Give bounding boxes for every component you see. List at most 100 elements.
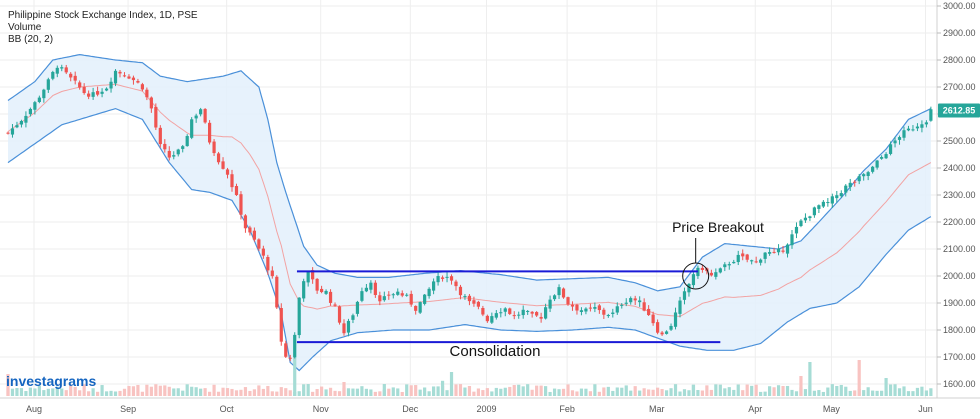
volume-bar [60,388,64,396]
candle-body [194,115,198,119]
volume-bar [320,386,324,396]
volume-bar [768,386,772,396]
candle-body [678,300,682,314]
volume-bar [620,387,624,396]
candle-body [915,126,920,129]
volume-bar [270,391,274,396]
candle-body [763,252,767,259]
volume-bar [660,389,664,396]
volume-bar [172,388,176,396]
candle-body [400,293,404,296]
volume-bar [673,384,678,396]
volume-bar [517,384,521,396]
volume-bar [875,390,879,396]
candle-body [839,193,843,197]
time-tick-label: Mar [649,404,665,414]
candle-body [252,230,256,240]
volume-bar [785,385,790,396]
volume-bar [414,385,418,396]
volume-bar [378,391,382,396]
candle-body [351,315,355,320]
candle-body [803,217,808,221]
candle-body [812,207,816,216]
candle-body [436,276,440,283]
candle-body [337,306,342,323]
candle-body [243,215,248,229]
volume-bar [776,385,781,396]
candle-body [60,67,64,69]
volume-bar [145,384,149,396]
candle-body [149,97,153,109]
candle-body [862,174,866,177]
volume-bar [633,386,637,396]
candle-body [113,70,118,84]
volume-bar [387,388,391,396]
volume-bar [28,387,32,396]
volume-bar [445,390,449,396]
candle-body [835,195,839,199]
time-tick-label: May [823,404,841,414]
candle-body [261,248,265,256]
volume-bar [19,388,24,396]
volume-bar [96,391,100,396]
volume-bar [781,385,785,396]
volume-bar [432,386,436,396]
candle-body [687,283,691,293]
candle-body [91,92,95,97]
volume-bar [893,384,897,396]
candle-body [239,194,243,215]
candle-body [127,76,131,79]
volume-bar [651,389,655,396]
volume-bar [360,386,364,396]
candle-body [691,274,696,286]
volume-bar [588,391,592,396]
candle-body [826,202,830,204]
candle-body [225,169,230,175]
candle-body [521,309,525,316]
candle-body [794,226,799,234]
candle-body [467,295,472,302]
volume-spike-bar [857,360,861,396]
candle-body [378,295,382,302]
candle-body [606,315,610,317]
volume-bar [566,384,570,396]
volume-bar [51,388,55,396]
volume-bar [284,388,288,396]
candle-body [405,294,409,296]
volume-bar [328,387,333,396]
candle-body [104,88,109,91]
candle-body [790,234,794,246]
volume-bar [745,384,749,396]
volume-bar [817,390,821,396]
candle-body [373,282,377,295]
candle-body [485,315,489,322]
bb-fill [8,54,931,371]
candle-body [830,196,834,204]
volume-bar [355,388,360,396]
candle-body [418,302,422,313]
price-tick-label: 3000.00 [943,1,976,11]
candle-body [257,239,261,249]
time-axis[interactable]: Aug Sep Oct Nov Dec 2009 Feb Mar Apr May Jun [26,404,933,414]
candle-body [230,174,234,188]
volume-bar [333,390,337,396]
volume-bar [759,391,763,396]
volume-bar [136,384,140,396]
candle-body [342,323,346,334]
volume-bar [127,385,131,396]
volume-bar [194,387,198,396]
candle-body [427,288,431,297]
volume-bar [261,388,265,396]
candle-body [163,143,167,150]
volume-bar [472,391,476,396]
volume-bar [167,386,171,396]
volume-bar [230,388,234,396]
volume-bar [78,390,82,396]
price-axis[interactable]: 3000.002900.002800.002700.002600.002500.… [937,1,976,389]
candle-body [772,251,776,253]
volume-bar [835,385,839,396]
candle-body [544,307,548,319]
volume-bar [624,385,628,396]
volume-bar [423,387,427,396]
